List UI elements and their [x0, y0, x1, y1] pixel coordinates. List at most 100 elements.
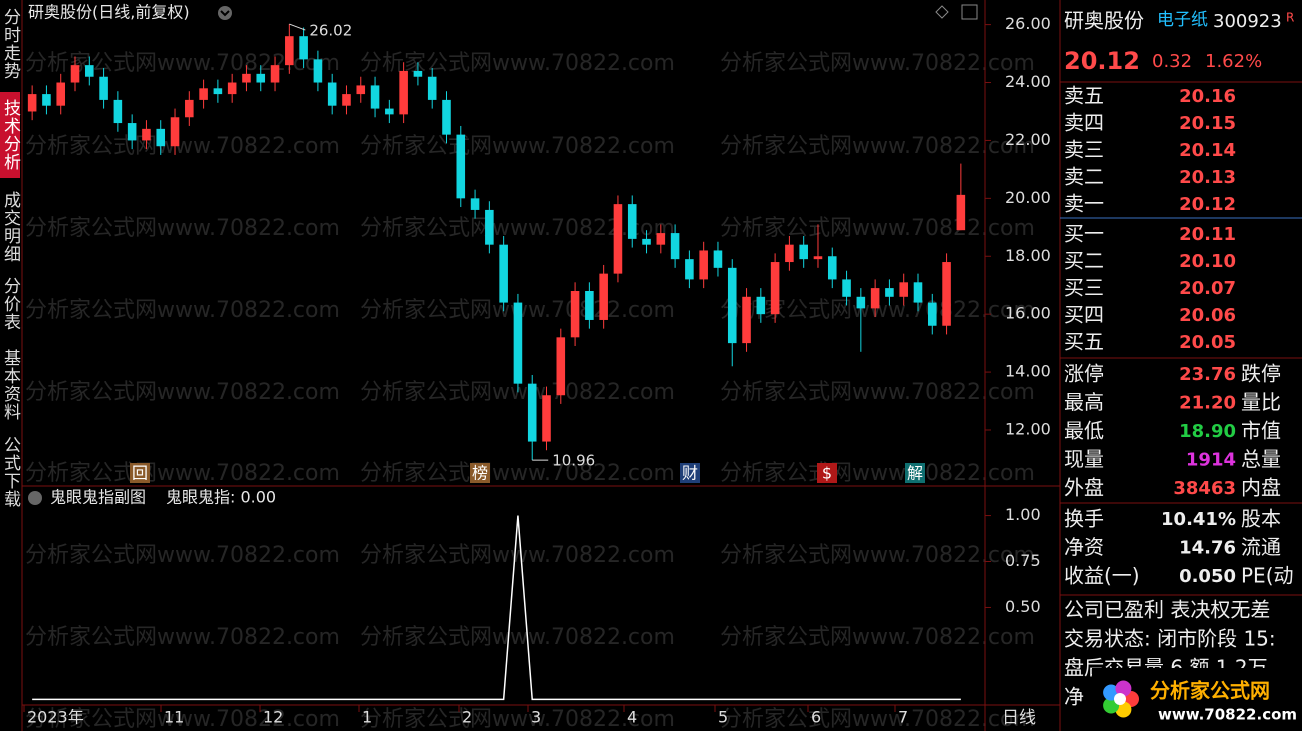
icon[interactable] [961, 4, 978, 20]
period-label: 日线 [1002, 708, 1036, 728]
candle-body [442, 99, 451, 135]
sidebar-tab[interactable]: 分价表 [0, 277, 20, 331]
row-label: 最低 [1064, 419, 1104, 443]
candle-body [613, 204, 623, 274]
candle-body [285, 36, 294, 66]
x-tick-label: 4 [627, 708, 637, 727]
candle-body [27, 94, 37, 112]
watermark: 分析家公式网www.70822.com [360, 216, 675, 241]
stock-flag: R [1286, 11, 1294, 25]
watermark: 分析家公式网www.70822.com [720, 216, 1035, 241]
stat-value: 0.050 [1179, 566, 1236, 587]
sidebar-tab[interactable]: 技术分析 [0, 92, 20, 178]
dropdown-icon[interactable] [218, 6, 232, 20]
watermark: 分析家公式网www.70822.com [360, 707, 675, 731]
dropdown-icon[interactable] [28, 491, 42, 505]
row-label: 卖五 [1064, 84, 1104, 108]
stat-value: 18.90 [1179, 421, 1236, 442]
sidebar-tab[interactable]: 基本资料 [0, 349, 20, 421]
x-tick-label: 1 [362, 708, 372, 727]
row-label: 买五 [1064, 330, 1104, 354]
candle-body [99, 76, 108, 100]
x-tick-label: 6 [811, 708, 821, 727]
icon[interactable] [935, 5, 949, 19]
watermark: 分析家公式网www.70822.com [25, 134, 340, 159]
bid-price: 20.07 [1179, 278, 1236, 299]
candle-body [842, 279, 851, 297]
y-tick-label: 12.00 [1005, 419, 1051, 438]
logo-name: 分析家公式网 [1150, 679, 1270, 703]
event-label[interactable]: 财 [682, 464, 698, 483]
bid-price: 20.05 [1179, 332, 1236, 353]
candle-body [713, 250, 723, 268]
candle-body [799, 244, 808, 260]
candle-body [585, 291, 594, 320]
x-tick-label: 2023年 [27, 708, 84, 727]
candle-body [913, 282, 923, 303]
row-label: 买一 [1064, 222, 1104, 246]
stat-label: 跌停 [1241, 362, 1281, 386]
candle-body [699, 250, 708, 280]
stat-value: 14.76 [1179, 538, 1236, 559]
note: 公司已盈利 表决权无差 [1064, 598, 1270, 622]
candle-body [270, 65, 280, 83]
watermark: 分析家公式网www.70822.com [25, 380, 340, 405]
y-tick-label: 0.50 [1005, 597, 1041, 616]
candle-body [885, 288, 894, 297]
note: 净 [1064, 685, 1084, 709]
candle-body [942, 262, 951, 326]
watermark: 分析家公式网www.70822.com [360, 543, 675, 568]
row-label: 现量 [1064, 447, 1104, 471]
sidebar-tab[interactable]: 成交明细 [0, 190, 20, 263]
watermark: 分析家公式网www.70822.com [720, 380, 1035, 405]
watermark: 分析家公式网www.70822.com [25, 461, 340, 486]
candle-body [456, 134, 466, 199]
logo-url: www.70822.com [1158, 706, 1297, 724]
annotation: 26.02 [309, 22, 352, 40]
candle-body [499, 244, 508, 303]
event-label[interactable]: 榜 [472, 464, 488, 483]
row-label: 卖二 [1064, 165, 1104, 189]
candle-body [642, 238, 651, 245]
stat-label: 市值 [1241, 419, 1281, 443]
candle-body [42, 94, 51, 106]
event-label[interactable]: 回 [132, 464, 148, 483]
watermark: 分析家公式网www.70822.com [360, 625, 675, 650]
bid-price: 20.06 [1179, 305, 1236, 326]
stock-code: 300923 [1213, 11, 1282, 32]
candle-body [156, 128, 166, 147]
candle-body [85, 65, 94, 77]
watermark: 分析家公式网www.70822.com [360, 51, 675, 76]
candle-body [385, 108, 394, 115]
event-badge [130, 463, 150, 483]
row-label: 买二 [1064, 249, 1104, 273]
row-label: 换手 [1064, 507, 1104, 531]
stat-value: 23.76 [1179, 364, 1236, 385]
x-tick-label: 11 [164, 708, 184, 727]
stock-sector: 电子纸 [1157, 10, 1208, 30]
stat-value: 10.41% [1161, 509, 1236, 530]
stat-label: 内盘 [1241, 476, 1281, 500]
annotation: 10.96 [552, 452, 595, 470]
event-label[interactable]: 解 [907, 464, 923, 483]
event-label[interactable]: $ [822, 464, 832, 483]
candle-body [656, 233, 666, 245]
y-tick-label: 1.00 [1005, 505, 1041, 524]
candle-body [542, 395, 551, 442]
sidebar-tab[interactable]: 分时走势 [0, 8, 20, 80]
row-label: 卖三 [1064, 138, 1104, 162]
ask-price: 20.12 [1179, 194, 1236, 215]
sidebar-tab[interactable]: 公式下载 [0, 436, 20, 508]
candle-body [56, 82, 66, 106]
logo-petal [1115, 701, 1132, 718]
watermark: 分析家公式网www.70822.com [25, 707, 340, 731]
logo-petal [1115, 680, 1132, 697]
watermark: 分析家公式网www.70822.com [360, 134, 675, 159]
candle-body [599, 273, 608, 320]
ask-price: 20.16 [1179, 86, 1236, 107]
candle-body [413, 70, 423, 77]
candle-body [956, 194, 966, 231]
y-tick-label: 14.00 [1005, 362, 1051, 381]
